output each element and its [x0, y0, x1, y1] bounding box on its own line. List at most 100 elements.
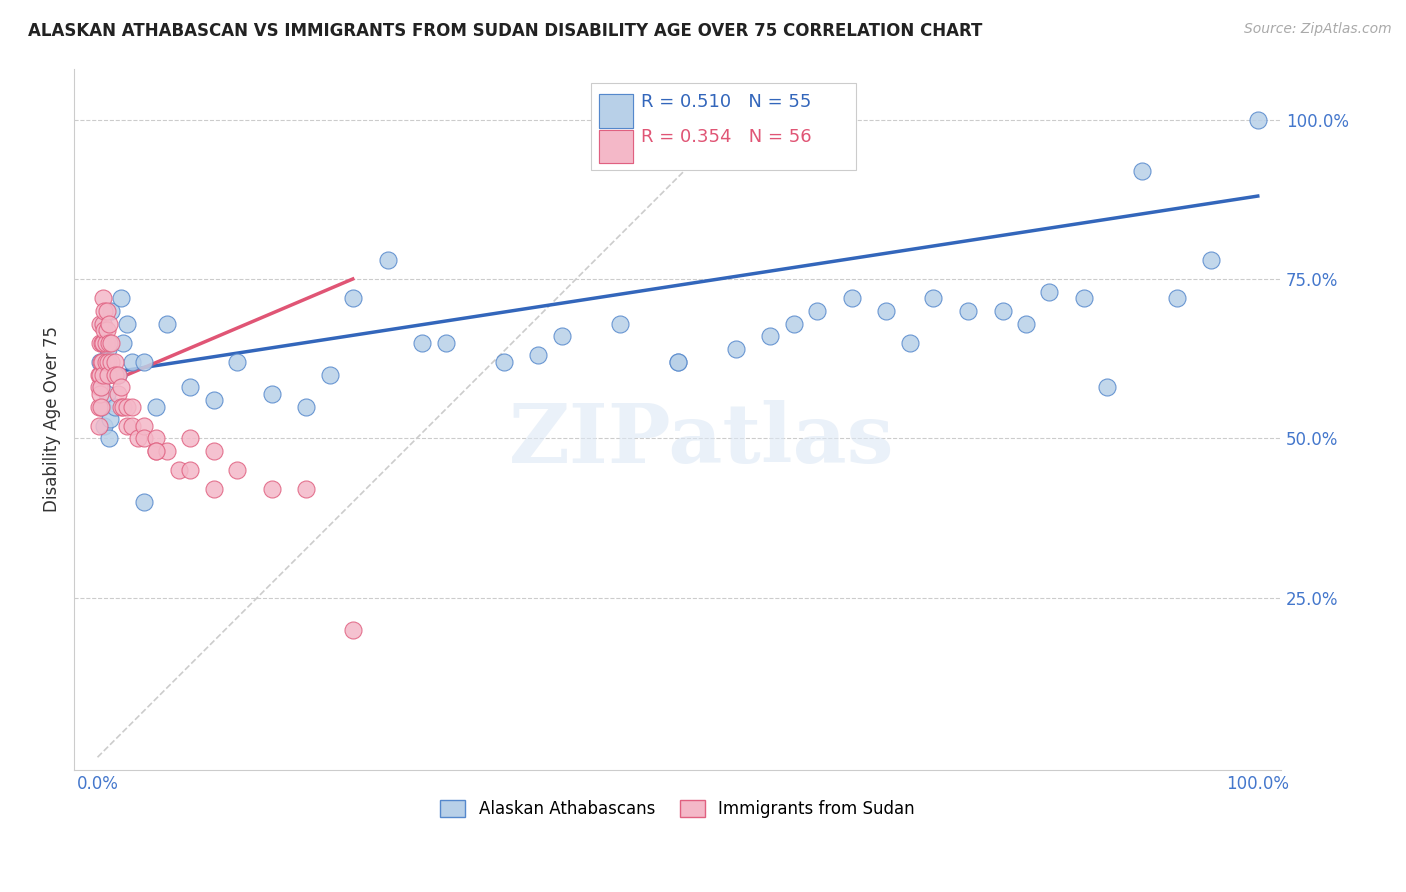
Point [145, 444, 167, 458]
Point [991, 303, 1014, 318]
Point [87, 400, 110, 414]
Point [87, 380, 110, 394]
Point [121, 418, 143, 433]
Point [90, 380, 112, 394]
Point [115, 317, 138, 331]
Point [93, 418, 115, 433]
Point [1095, 380, 1118, 394]
Point [1015, 317, 1038, 331]
Point [90, 355, 112, 369]
FancyBboxPatch shape [599, 95, 633, 128]
Point [93, 323, 115, 337]
Point [156, 317, 179, 331]
Point [98, 335, 121, 350]
Point [875, 303, 897, 318]
Point [115, 400, 138, 414]
Point [434, 335, 457, 350]
Point [898, 335, 921, 350]
Point [112, 335, 135, 350]
Point [107, 368, 129, 382]
Point [96, 386, 118, 401]
Point [127, 431, 149, 445]
Legend: Alaskan Athabascans, Immigrants from Sudan: Alaskan Athabascans, Immigrants from Sud… [433, 793, 922, 825]
Point [89, 368, 111, 382]
Point [90, 380, 112, 394]
Point [91, 355, 114, 369]
Point [94, 368, 117, 382]
Point [110, 400, 132, 414]
FancyBboxPatch shape [591, 83, 856, 170]
Point [145, 444, 167, 458]
Point [342, 291, 364, 305]
Point [167, 463, 190, 477]
Point [110, 291, 132, 305]
Point [115, 418, 138, 433]
Point [110, 380, 132, 394]
Point [179, 463, 201, 477]
Point [97, 368, 120, 382]
Point [97, 355, 120, 369]
Point [104, 368, 127, 382]
Point [527, 349, 550, 363]
Point [107, 368, 129, 382]
Point [609, 317, 631, 331]
Point [121, 400, 143, 414]
Point [411, 335, 433, 350]
Point [132, 418, 155, 433]
Point [91, 368, 114, 382]
Point [318, 368, 340, 382]
FancyBboxPatch shape [599, 129, 633, 163]
Text: ZIPatlas: ZIPatlas [509, 401, 894, 480]
Point [1073, 291, 1095, 305]
Point [202, 444, 225, 458]
Point [89, 335, 111, 350]
Point [94, 355, 117, 369]
Point [104, 355, 127, 369]
Point [91, 317, 114, 331]
Point [91, 317, 114, 331]
Text: R = 0.510   N = 55: R = 0.510 N = 55 [641, 93, 811, 112]
Point [100, 303, 122, 318]
Point [1130, 163, 1153, 178]
Point [96, 303, 118, 318]
Point [202, 393, 225, 408]
Point [90, 400, 112, 414]
Point [225, 463, 247, 477]
Text: Source: ZipAtlas.com: Source: ZipAtlas.com [1244, 22, 1392, 37]
Point [100, 335, 122, 350]
Point [112, 400, 135, 414]
Point [104, 400, 127, 414]
Point [1201, 252, 1223, 267]
Point [132, 355, 155, 369]
Point [91, 335, 114, 350]
Point [91, 335, 114, 350]
Point [121, 355, 143, 369]
Point [98, 431, 121, 445]
FancyBboxPatch shape [599, 129, 633, 163]
Text: R = 0.354   N = 56: R = 0.354 N = 56 [641, 128, 813, 146]
Point [132, 431, 155, 445]
Point [132, 495, 155, 509]
Point [724, 342, 747, 356]
Point [87, 418, 110, 433]
Point [98, 317, 121, 331]
Point [922, 291, 945, 305]
Point [782, 317, 804, 331]
Point [295, 483, 318, 497]
Point [93, 303, 115, 318]
Point [806, 303, 828, 318]
Point [550, 329, 572, 343]
Point [377, 252, 399, 267]
Point [145, 431, 167, 445]
Point [91, 400, 114, 414]
Point [492, 355, 515, 369]
Point [89, 386, 111, 401]
Point [179, 380, 201, 394]
Point [94, 335, 117, 350]
Point [225, 355, 247, 369]
Point [1166, 291, 1188, 305]
FancyBboxPatch shape [599, 95, 633, 128]
Point [156, 444, 179, 458]
Point [97, 342, 120, 356]
Point [91, 291, 114, 305]
